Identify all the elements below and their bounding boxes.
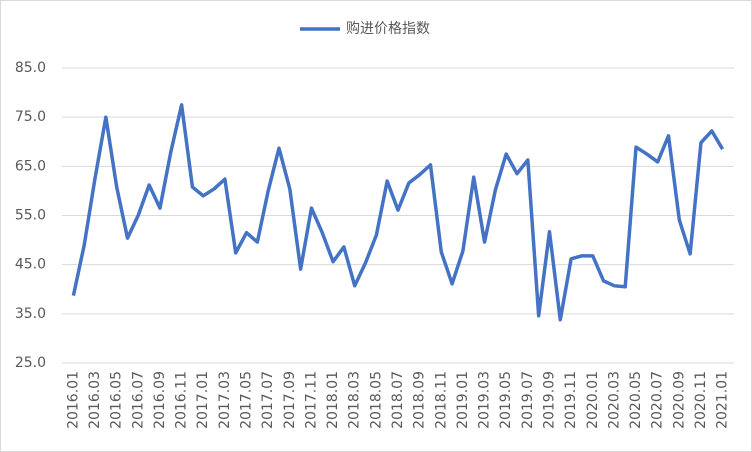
y-tick-label: 65.0 (15, 158, 46, 174)
x-tick-label: 2016.01 (65, 371, 81, 429)
y-tick-label: 85.0 (15, 60, 46, 76)
x-tick-label: 2017.01 (195, 371, 211, 429)
x-tick-label: 2018.11 (433, 371, 449, 429)
x-tick-label: 2017.11 (303, 371, 319, 429)
x-tick-label: 2019.07 (520, 371, 536, 429)
x-tick-label: 2017.07 (260, 371, 276, 429)
x-tick-label: 2019.11 (563, 371, 579, 429)
y-tick-label: 45.0 (15, 257, 46, 273)
x-tick-label: 2020.07 (650, 371, 666, 429)
x-tick-label: 2018.07 (390, 371, 406, 429)
x-tick-label: 2020.11 (693, 371, 709, 429)
x-tick-label: 2019.09 (541, 371, 557, 429)
x-tick-label: 2018.01 (325, 371, 341, 429)
legend-label: 购进价格指数 (346, 21, 430, 37)
y-tick-label: 35.0 (15, 306, 46, 322)
x-tick-label: 2016.03 (87, 371, 103, 429)
x-tick-label: 2017.03 (217, 371, 233, 429)
data-line (71, 103, 725, 322)
x-tick-label: 2019.01 (455, 371, 471, 429)
x-tick-label: 2017.09 (282, 371, 298, 429)
x-tick-label: 2020.09 (671, 371, 687, 429)
x-tick-label: 2018.09 (412, 371, 428, 429)
x-tick-label: 2016.05 (109, 371, 125, 429)
y-tick-label: 75.0 (15, 109, 46, 125)
y-tick-label: 55.0 (15, 208, 46, 224)
x-tick-label: 2019.05 (498, 371, 514, 429)
x-tick-label: 2019.03 (477, 371, 493, 429)
x-tick-label: 2016.07 (130, 371, 146, 429)
x-tick-label: 2020.03 (606, 371, 622, 429)
x-tick-label: 2020.01 (585, 371, 601, 429)
x-tick-label: 2018.03 (347, 371, 363, 429)
x-tick-label: 2021.01 (715, 371, 731, 429)
x-tick-label: 2016.09 (152, 371, 168, 429)
x-tick-label: 2018.05 (368, 371, 384, 429)
x-tick-label: 2017.05 (239, 371, 255, 429)
x-tick-label: 2016.11 (174, 371, 190, 429)
y-tick-label: 25.0 (15, 355, 46, 371)
x-tick-label: 2020.05 (628, 371, 644, 429)
